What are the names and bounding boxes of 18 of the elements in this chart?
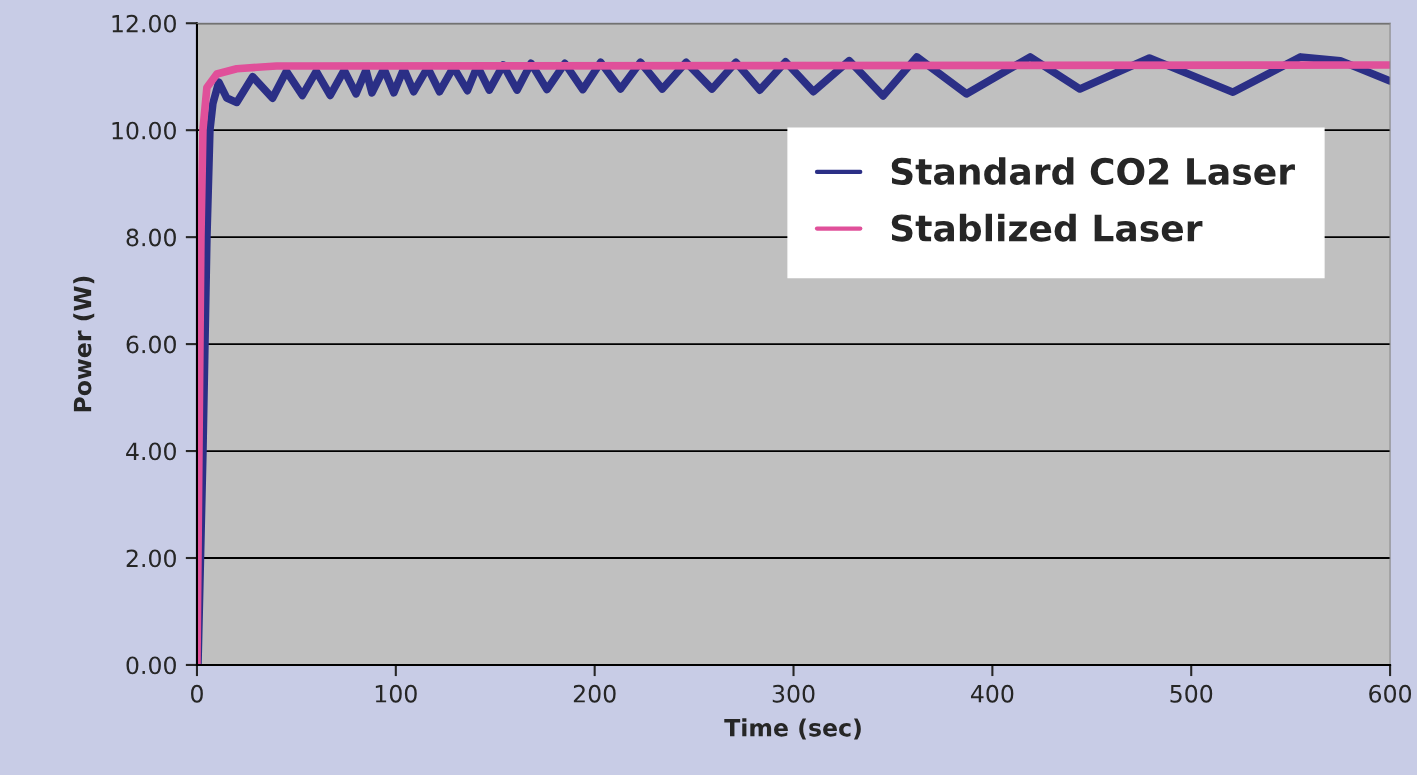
x-tick-label: 0 [191,684,203,703]
y-tick-label: 8.00 [126,228,176,247]
x-tick-label: 600 [1369,684,1412,703]
x-tick-label: 400 [970,684,1014,703]
x-tick-label: 200 [573,684,616,703]
x-tick-label: 500 [1170,684,1213,703]
y-tick-label: 4.00 [126,442,176,461]
legend-label: Stablized Laser [891,213,1203,242]
y-tick-label: 6.00 [126,335,176,354]
y-tick-label: 0.00 [126,656,176,675]
y-axis-title: Power (W) [73,276,95,412]
x-tick-label: 300 [772,684,815,703]
y-tick-label: 2.00 [126,549,176,568]
x-tick-label: 100 [375,684,417,703]
legend-label: Standard CO2 Laser [891,157,1295,186]
y-tick-label: 10.00 [112,121,176,140]
y-tick-label: 12.00 [112,14,176,33]
x-axis-title: Time (sec) [724,718,861,740]
